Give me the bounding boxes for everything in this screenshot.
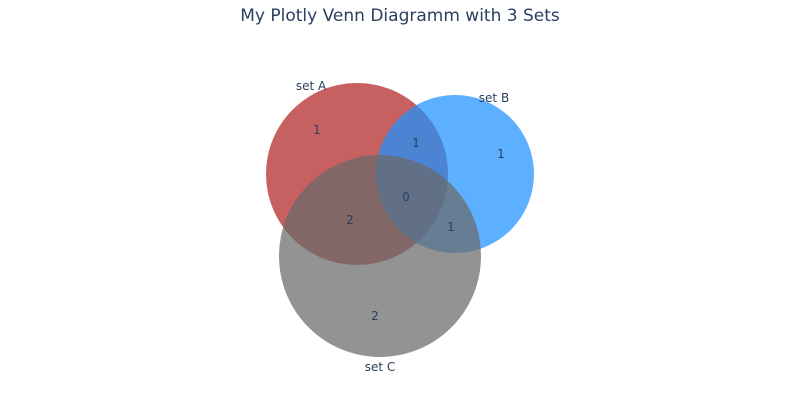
- set-c-label: set C: [365, 360, 396, 374]
- set-labels: set A set B set C: [296, 79, 509, 374]
- region-c-only-count: 2: [371, 309, 379, 323]
- set-c-circle[interactable]: [279, 155, 481, 357]
- region-a-b-c-count: 0: [402, 190, 410, 204]
- region-a-and-b-count: 1: [412, 136, 420, 150]
- set-circles: [266, 83, 534, 357]
- region-b-only-count: 1: [497, 147, 505, 161]
- chart-title: My Plotly Venn Diagramm with 3 Sets: [240, 6, 560, 26]
- set-b-label: set B: [479, 91, 509, 105]
- region-b-and-c-count: 1: [447, 220, 455, 234]
- region-a-only-count: 1: [313, 123, 321, 137]
- set-a-label: set A: [296, 79, 327, 93]
- region-counts: 1 1 2 1 2 1 0: [313, 123, 505, 323]
- region-a-and-c-count: 2: [346, 213, 354, 227]
